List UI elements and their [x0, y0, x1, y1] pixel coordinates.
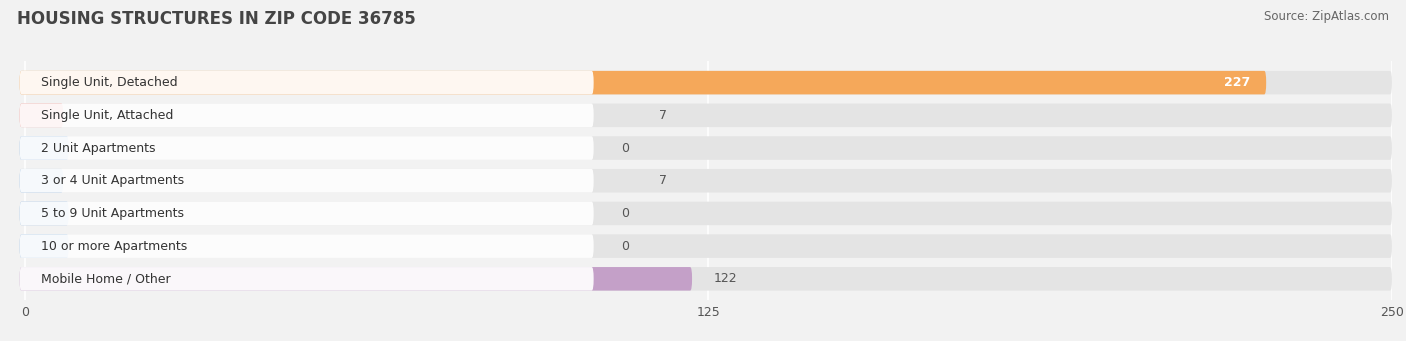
- Text: Source: ZipAtlas.com: Source: ZipAtlas.com: [1264, 10, 1389, 23]
- FancyBboxPatch shape: [20, 136, 69, 160]
- Text: Single Unit, Attached: Single Unit, Attached: [41, 109, 174, 122]
- Text: HOUSING STRUCTURES IN ZIP CODE 36785: HOUSING STRUCTURES IN ZIP CODE 36785: [17, 10, 416, 28]
- FancyBboxPatch shape: [20, 104, 63, 127]
- Text: 7: 7: [659, 174, 668, 187]
- Text: 3 or 4 Unit Apartments: 3 or 4 Unit Apartments: [41, 174, 184, 187]
- Text: 0: 0: [621, 207, 628, 220]
- FancyBboxPatch shape: [20, 169, 593, 193]
- FancyBboxPatch shape: [20, 169, 1392, 193]
- Text: 0: 0: [621, 142, 628, 154]
- FancyBboxPatch shape: [20, 202, 69, 225]
- FancyBboxPatch shape: [20, 169, 63, 193]
- Text: 0: 0: [621, 240, 628, 253]
- FancyBboxPatch shape: [20, 202, 593, 225]
- FancyBboxPatch shape: [20, 267, 593, 291]
- Text: 5 to 9 Unit Apartments: 5 to 9 Unit Apartments: [41, 207, 184, 220]
- FancyBboxPatch shape: [20, 136, 1392, 160]
- Text: 227: 227: [1223, 76, 1250, 89]
- FancyBboxPatch shape: [20, 71, 1267, 94]
- FancyBboxPatch shape: [20, 104, 593, 127]
- FancyBboxPatch shape: [20, 234, 593, 258]
- FancyBboxPatch shape: [20, 136, 593, 160]
- FancyBboxPatch shape: [20, 71, 1392, 94]
- FancyBboxPatch shape: [20, 267, 692, 291]
- Text: 122: 122: [714, 272, 738, 285]
- Text: Mobile Home / Other: Mobile Home / Other: [41, 272, 172, 285]
- FancyBboxPatch shape: [20, 234, 1392, 258]
- FancyBboxPatch shape: [20, 71, 593, 94]
- FancyBboxPatch shape: [20, 104, 1392, 127]
- FancyBboxPatch shape: [20, 267, 1392, 291]
- FancyBboxPatch shape: [20, 234, 69, 258]
- FancyBboxPatch shape: [20, 202, 1392, 225]
- Text: 2 Unit Apartments: 2 Unit Apartments: [41, 142, 156, 154]
- Text: Single Unit, Detached: Single Unit, Detached: [41, 76, 179, 89]
- Text: 7: 7: [659, 109, 668, 122]
- Text: 10 or more Apartments: 10 or more Apartments: [41, 240, 187, 253]
